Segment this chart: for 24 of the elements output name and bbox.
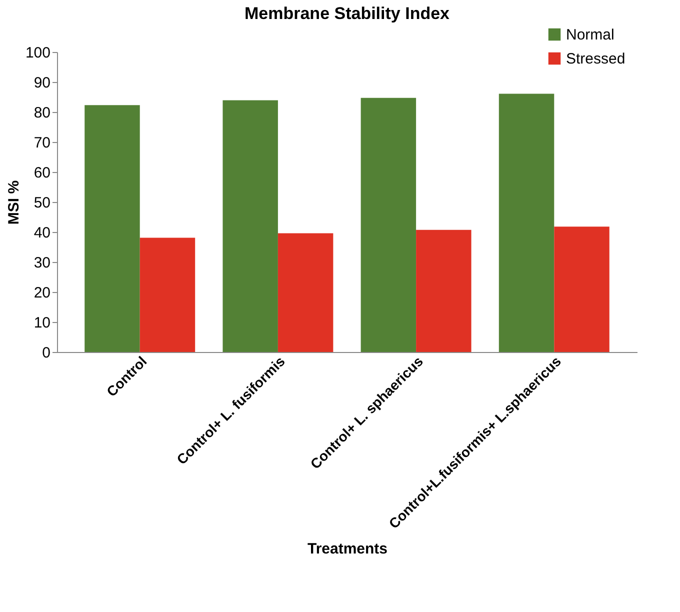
bar — [498, 94, 554, 352]
y-tick-label: 30 — [34, 254, 50, 272]
y-tick-label: 50 — [34, 194, 50, 212]
legend-label: Normal — [566, 26, 614, 44]
legend-label: Stressed — [566, 50, 626, 68]
bar — [554, 226, 610, 352]
y-tick-label: 20 — [34, 284, 50, 302]
y-tick-label: 60 — [34, 164, 50, 182]
y-tick-label: 40 — [34, 224, 50, 242]
y-tick-label: 100 — [25, 44, 50, 62]
y-tick-label: 70 — [34, 134, 50, 152]
y-tick-label: 80 — [34, 104, 50, 122]
y-tick-label: 90 — [34, 74, 50, 92]
bar — [84, 105, 140, 352]
x-axis-title: Treatments — [307, 540, 388, 558]
bar — [222, 100, 278, 352]
bar — [416, 230, 472, 352]
y-tick-label: 0 — [42, 344, 50, 362]
chart-title: Membrane Stability Index — [244, 4, 450, 23]
bar — [278, 233, 334, 352]
y-tick-label: 10 — [34, 314, 50, 332]
bar — [360, 98, 416, 352]
bar — [140, 238, 196, 352]
y-axis-title: MSI % — [5, 180, 22, 225]
